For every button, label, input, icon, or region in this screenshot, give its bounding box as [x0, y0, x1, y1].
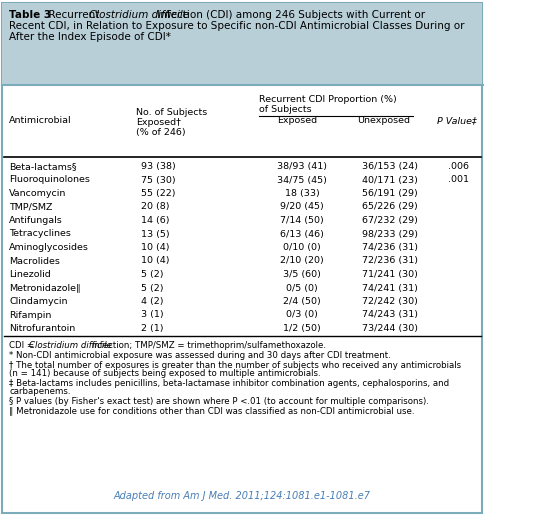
- Text: 75 (30): 75 (30): [140, 176, 175, 184]
- Text: 36/153 (24): 36/153 (24): [362, 162, 418, 171]
- Text: Recurrent CDI Proportion (%): Recurrent CDI Proportion (%): [258, 95, 396, 104]
- Text: Clindamycin: Clindamycin: [9, 297, 68, 306]
- Text: 74/243 (31): 74/243 (31): [362, 311, 418, 319]
- Text: Metronidazole∥: Metronidazole∥: [9, 283, 81, 293]
- Text: 5 (2): 5 (2): [140, 283, 163, 293]
- Text: .001: .001: [448, 176, 469, 184]
- Text: No. of Subjects: No. of Subjects: [136, 108, 207, 117]
- Text: Antifungals: Antifungals: [9, 216, 63, 225]
- Text: Recent CDI, in Relation to Exposure to Specific non-CDI Antimicrobial Classes Du: Recent CDI, in Relation to Exposure to S…: [9, 21, 465, 31]
- Text: 18 (33): 18 (33): [285, 189, 319, 198]
- Text: 72/236 (31): 72/236 (31): [362, 256, 418, 266]
- Text: 74/236 (31): 74/236 (31): [362, 243, 418, 252]
- Text: Exposed†: Exposed†: [136, 118, 181, 127]
- Text: 3 (1): 3 (1): [140, 311, 163, 319]
- Text: 3/5 (60): 3/5 (60): [283, 270, 321, 279]
- Text: Rifampin: Rifampin: [9, 311, 51, 319]
- Text: 7/14 (50): 7/14 (50): [280, 216, 324, 225]
- Text: Vancomycin: Vancomycin: [9, 189, 66, 198]
- Text: Linezolid: Linezolid: [9, 270, 51, 279]
- Text: § P values (by Fisher's exact test) are shown where P <.01 (to account for multi: § P values (by Fisher's exact test) are …: [9, 397, 429, 405]
- Text: infection; TMP/SMZ = trimethoprim/sulfamethoxazole.: infection; TMP/SMZ = trimethoprim/sulfam…: [89, 341, 326, 351]
- Text: carbapenems.: carbapenems.: [9, 387, 70, 396]
- Text: † The total number of exposures is greater than the number of subjects who recei: † The total number of exposures is great…: [9, 360, 461, 369]
- Text: TMP/SMZ: TMP/SMZ: [9, 202, 52, 212]
- Text: 98/233 (29): 98/233 (29): [362, 230, 418, 238]
- Text: P Value‡: P Value‡: [437, 116, 477, 125]
- Text: * Non-CDI antimicrobial exposure was assessed during and 30 days after CDI treat: * Non-CDI antimicrobial exposure was ass…: [9, 351, 391, 360]
- Text: Fluoroquinolones: Fluoroquinolones: [9, 176, 90, 184]
- Text: Antimicrobial: Antimicrobial: [9, 116, 72, 125]
- Text: of Subjects: of Subjects: [258, 105, 311, 114]
- Text: .006: .006: [448, 162, 469, 171]
- Text: 67/232 (29): 67/232 (29): [362, 216, 418, 225]
- Text: Recurrent: Recurrent: [42, 10, 103, 20]
- FancyBboxPatch shape: [2, 3, 482, 85]
- Text: 2 (1): 2 (1): [140, 324, 163, 333]
- Text: 1/2 (50): 1/2 (50): [284, 324, 321, 333]
- Text: 10 (4): 10 (4): [140, 256, 169, 266]
- Text: 2/4 (50): 2/4 (50): [284, 297, 321, 306]
- Text: 74/241 (31): 74/241 (31): [362, 283, 418, 293]
- Text: 14 (6): 14 (6): [140, 216, 169, 225]
- Text: Table 3: Table 3: [9, 10, 51, 20]
- Text: 0/3 (0): 0/3 (0): [286, 311, 318, 319]
- Text: ‡ Beta-lactams includes penicillins, beta-lactamase inhibitor combination agents: ‡ Beta-lactams includes penicillins, bet…: [9, 379, 449, 387]
- Text: 20 (8): 20 (8): [140, 202, 169, 212]
- Text: 55 (22): 55 (22): [140, 189, 175, 198]
- Text: 34/75 (45): 34/75 (45): [277, 176, 327, 184]
- Text: 72/242 (30): 72/242 (30): [362, 297, 418, 306]
- Text: 71/241 (30): 71/241 (30): [362, 270, 418, 279]
- Text: Tetracyclines: Tetracyclines: [9, 230, 71, 238]
- Text: 4 (2): 4 (2): [140, 297, 163, 306]
- Text: Unexposed: Unexposed: [357, 116, 410, 125]
- Text: Adapted from Am J Med. 2011;124:1081.e1-1081.e7: Adapted from Am J Med. 2011;124:1081.e1-…: [114, 491, 371, 501]
- Text: Macrolides: Macrolides: [9, 256, 60, 266]
- Text: (% of 246): (% of 246): [136, 128, 186, 137]
- Text: 2/10 (20): 2/10 (20): [280, 256, 324, 266]
- Text: 93 (38): 93 (38): [140, 162, 175, 171]
- Text: ∥ Metronidazole use for conditions other than CDI was classified as non-CDI anti: ∥ Metronidazole use for conditions other…: [9, 406, 414, 415]
- Text: 6/13 (46): 6/13 (46): [280, 230, 324, 238]
- Text: 40/171 (23): 40/171 (23): [362, 176, 418, 184]
- Text: Nitrofurantoin: Nitrofurantoin: [9, 324, 75, 333]
- Text: Clostridium difficile: Clostridium difficile: [29, 341, 112, 351]
- Text: CDI =: CDI =: [9, 341, 37, 351]
- Text: 65/226 (29): 65/226 (29): [363, 202, 418, 212]
- Text: Beta-lactams§: Beta-lactams§: [9, 162, 76, 171]
- Text: 56/191 (29): 56/191 (29): [363, 189, 418, 198]
- Text: Infection (CDI) among 246 Subjects with Current or: Infection (CDI) among 246 Subjects with …: [154, 10, 426, 20]
- Text: 38/93 (41): 38/93 (41): [277, 162, 327, 171]
- Text: Clostridium difficile: Clostridium difficile: [89, 10, 189, 20]
- Text: 73/244 (30): 73/244 (30): [362, 324, 418, 333]
- Text: 5 (2): 5 (2): [140, 270, 163, 279]
- Text: After the Index Episode of CDI*: After the Index Episode of CDI*: [9, 32, 171, 42]
- Text: Exposed: Exposed: [277, 116, 317, 125]
- Text: 13 (5): 13 (5): [140, 230, 169, 238]
- FancyBboxPatch shape: [2, 3, 482, 513]
- Text: 0/10 (0): 0/10 (0): [284, 243, 321, 252]
- Text: (n = 141) because of subjects being exposed to multiple antimicrobials.: (n = 141) because of subjects being expo…: [9, 369, 321, 378]
- Text: Aminoglycosides: Aminoglycosides: [9, 243, 89, 252]
- Text: 0/5 (0): 0/5 (0): [286, 283, 318, 293]
- Text: 9/20 (45): 9/20 (45): [280, 202, 324, 212]
- Text: 10 (4): 10 (4): [140, 243, 169, 252]
